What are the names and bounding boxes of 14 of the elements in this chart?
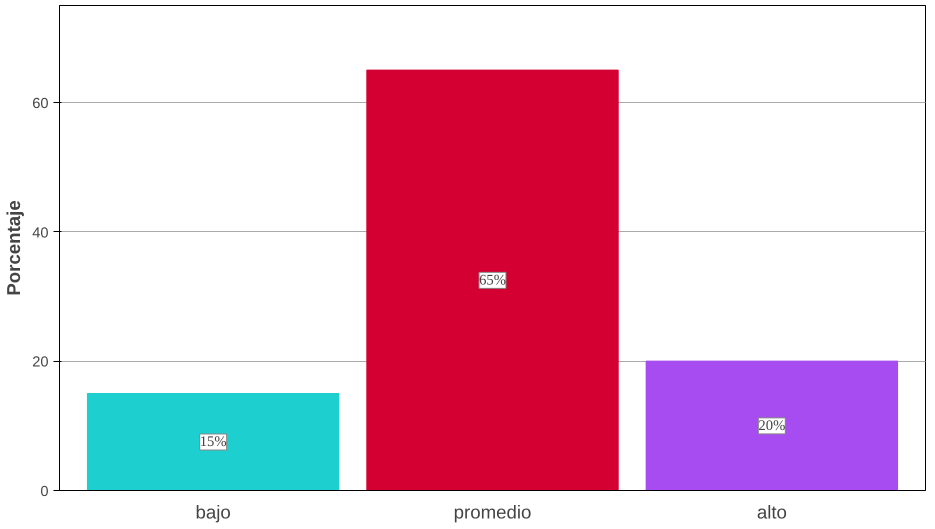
y-axis-title: Porcentaje [3, 200, 24, 296]
x-tick-label: promedio [454, 502, 532, 522]
y-tick-label: 60 [32, 96, 49, 112]
bar [366, 70, 619, 490]
data-label: 15% [200, 434, 227, 450]
bar [646, 360, 898, 490]
x-tick-label: alto [756, 502, 787, 522]
data-label: 65% [479, 272, 506, 288]
x-tick-label: bajo [196, 502, 231, 522]
data-label: 20% [758, 418, 786, 434]
y-tick-label: 0 [40, 484, 49, 500]
bar [86, 393, 340, 490]
y-tick-label: 20 [32, 354, 49, 371]
y-tick-label: 40 [32, 225, 49, 242]
